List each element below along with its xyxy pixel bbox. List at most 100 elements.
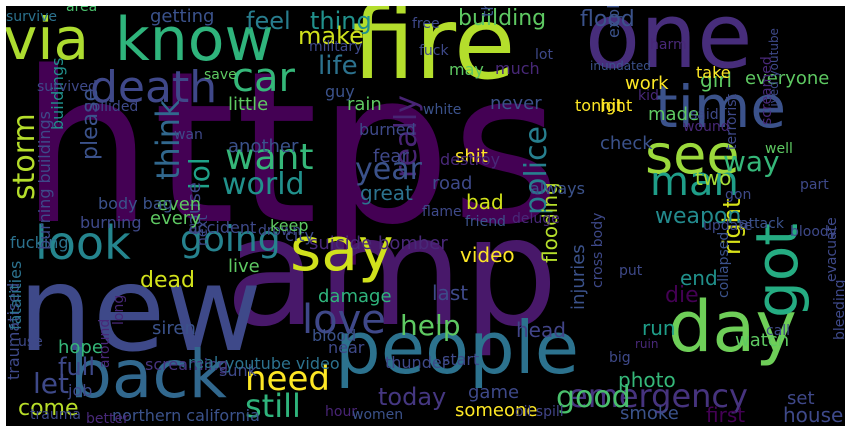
- word-evacuate: evacuate: [824, 217, 840, 282]
- word-part: part: [800, 177, 829, 193]
- word-people: people: [335, 306, 580, 390]
- word-full: full: [58, 353, 95, 381]
- word-better: better: [86, 411, 129, 426]
- word-flame: flame: [422, 204, 462, 220]
- word-first: first: [706, 403, 746, 426]
- word-still: still: [245, 387, 301, 425]
- word-tonight: tonight: [575, 96, 633, 115]
- word-want: want: [225, 137, 314, 178]
- word-death: death: [90, 62, 218, 113]
- word-head: head: [516, 318, 566, 342]
- word-youtube-video: youtube video: [225, 354, 340, 373]
- word-love: love: [302, 297, 386, 343]
- word-much: much: [495, 59, 540, 78]
- word-someone: someone: [455, 400, 538, 421]
- word-fire: fire: [352, 6, 516, 102]
- word-wound: wound: [683, 119, 730, 135]
- word-fucking: fucking: [10, 233, 69, 252]
- word-work: work: [625, 73, 669, 94]
- word-update: update: [703, 218, 753, 234]
- word-girl: girl: [700, 68, 733, 92]
- word-come: come: [18, 396, 79, 421]
- word-fatalities: fatalities: [6, 260, 25, 330]
- word-hope: hope: [58, 337, 103, 358]
- word-said: said: [690, 107, 719, 123]
- word-know: know: [115, 6, 274, 75]
- word-video: video: [460, 243, 515, 267]
- word-cloud-canvas: https amp new fire one people back day via know sa…: [6, 6, 845, 426]
- word-guy: guy: [325, 82, 355, 101]
- word-thing: thing: [310, 7, 372, 35]
- word-burned: burned: [359, 120, 416, 139]
- word-real: real: [188, 353, 219, 372]
- word-drown: drown: [258, 223, 302, 239]
- word-help: help: [400, 309, 461, 342]
- word-run: run: [642, 316, 676, 340]
- word-end: end: [680, 266, 718, 290]
- word-use: use: [18, 334, 43, 350]
- word-rain: rain: [347, 94, 382, 115]
- word-survive: survive: [6, 9, 57, 25]
- word-one: one: [585, 6, 753, 89]
- word-thank: thank: [478, 6, 497, 17]
- word-getting: getting: [150, 6, 215, 27]
- word-around: around: [97, 318, 113, 368]
- word-call: call: [766, 323, 791, 339]
- word-everyone: everyone: [745, 68, 830, 89]
- word-let: let: [33, 367, 69, 400]
- word-gon: gon: [725, 187, 752, 203]
- word-emergency: emergency: [568, 377, 748, 415]
- word-die: die: [665, 283, 699, 308]
- word-big: big: [609, 350, 631, 366]
- word-today: today: [378, 383, 447, 411]
- word-city: city: [285, 226, 314, 245]
- word-photo: photo: [618, 368, 676, 392]
- word-always: always: [530, 179, 585, 198]
- word-hour: hour: [325, 404, 358, 420]
- word-bloody: bloody: [790, 224, 838, 240]
- word-women: women: [352, 407, 404, 423]
- word-see: see: [645, 123, 740, 186]
- word-flood: flood: [580, 7, 635, 32]
- word-check: check: [600, 133, 653, 154]
- word-fear: fear: [373, 146, 409, 167]
- word-cross-body: cross body: [590, 212, 606, 288]
- word-keep: keep: [270, 216, 309, 235]
- word-road: road: [432, 173, 473, 194]
- word-world: world: [222, 167, 305, 202]
- word-two: two: [695, 166, 732, 190]
- word-shit: shit: [455, 146, 488, 167]
- word-bad: bad: [466, 190, 504, 214]
- word-lot: lot: [535, 47, 553, 63]
- word-harm: harm: [650, 37, 687, 53]
- word-attack: attack: [740, 216, 784, 232]
- word-job: job: [68, 381, 93, 400]
- word-good: good: [556, 380, 631, 415]
- word-amp: amp: [225, 186, 559, 360]
- word-burning: burning: [80, 213, 142, 232]
- word-game: game: [468, 382, 520, 403]
- word-sunk: sunk: [219, 361, 257, 380]
- word-collided: collided: [84, 99, 139, 115]
- word-car: car: [232, 55, 295, 101]
- word-new: new: [18, 240, 262, 378]
- word-year: year: [355, 152, 422, 187]
- word-oil-spill: oil spill: [515, 404, 564, 420]
- word-time: time: [655, 73, 787, 141]
- word-suicide-bomber: suicide bomber: [309, 233, 448, 254]
- word-weapon: weapon: [655, 204, 742, 229]
- word-great: great: [360, 181, 413, 205]
- word-way: way: [723, 145, 780, 178]
- word-put: put: [619, 263, 643, 279]
- word-say: say: [290, 215, 394, 285]
- word-via: via: [6, 6, 89, 73]
- word-day: day: [668, 286, 797, 368]
- word-watch: watch: [735, 330, 790, 351]
- word-friend: friend: [465, 214, 506, 230]
- word-building: building: [458, 6, 547, 31]
- word-life: life: [318, 51, 358, 81]
- word-area: area: [66, 6, 98, 15]
- word-deluge: deluge: [512, 211, 560, 227]
- word-thunder: thunder: [385, 353, 449, 372]
